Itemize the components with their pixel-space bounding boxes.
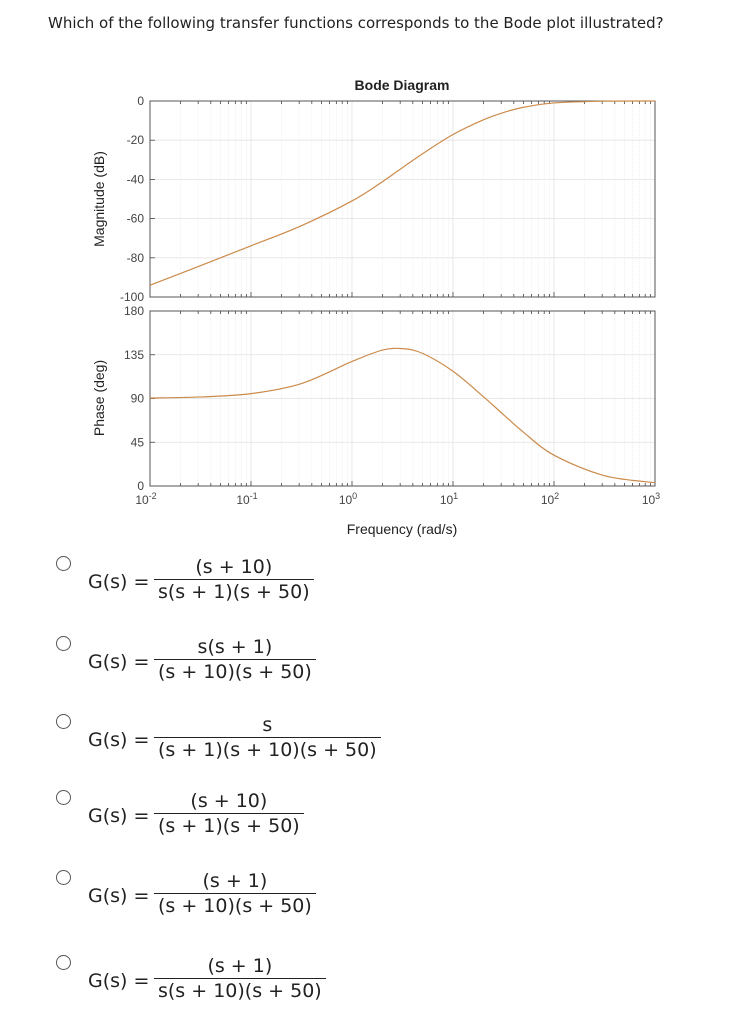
magnitude-curve: [149, 100, 656, 286]
transfer-function-label: G(s) =: [88, 970, 150, 992]
magnitude-axis-label: Magnitude (dB): [91, 151, 107, 247]
tick-base: 10: [541, 493, 555, 507]
y-tick-label: 45: [131, 435, 145, 449]
y-tick-label: -60: [127, 212, 145, 226]
numerator: (s + 1): [202, 870, 268, 892]
tick-base: 10: [642, 493, 656, 507]
x-tick-label: 103: [642, 491, 660, 507]
chart-title: Bode Diagram: [355, 77, 450, 93]
numerator: (s + 10): [195, 556, 273, 578]
tick-exponent: 2: [554, 491, 559, 501]
transfer-function-label: G(s) =: [88, 729, 150, 751]
radio-button[interactable]: [56, 790, 71, 805]
tick-base: 10: [135, 493, 149, 507]
numerator: s(s + 1): [197, 636, 273, 658]
y-tick-label: -100: [120, 290, 144, 304]
y-tick-label: 135: [124, 348, 144, 362]
x-tick-label: 10-1: [236, 491, 257, 507]
x-tick-label: 100: [339, 491, 357, 507]
radio-button[interactable]: [56, 714, 71, 729]
transfer-function-label: G(s) =: [88, 651, 150, 673]
x-tick-label: 10-2: [135, 491, 156, 507]
transfer-function-fraction: s(s + 1)(s + 10)(s + 50): [154, 635, 316, 684]
tick-base: 10: [339, 493, 353, 507]
x-tick-label: 102: [541, 491, 559, 507]
numerator: (s + 1): [207, 955, 273, 977]
numerator: s: [262, 714, 273, 736]
phase-curve: [149, 347, 656, 484]
plot-area: [150, 101, 655, 297]
answer-option[interactable]: G(s) = (s + 1) s(s + 10)(s + 50): [0, 0, 737, 1002]
answer-option[interactable]: G(s) = (s + 10) s(s + 1)(s + 50): [0, 0, 737, 603]
tick-exponent: 3: [655, 491, 660, 501]
transfer-function-fraction: (s + 1) (s + 10)(s + 50): [154, 869, 316, 918]
answer-option[interactable]: G(s) =s(s + 1)(s + 10)(s + 50): [0, 0, 737, 683]
denominator: (s + 1)(s + 50): [154, 813, 304, 838]
bode-plot: Bode Diagram Frequency (rad/s) Magnitude…: [91, 77, 660, 537]
y-tick-label: -80: [127, 251, 145, 265]
y-tick-label: 90: [131, 392, 145, 406]
radio-button[interactable]: [56, 556, 71, 571]
y-tick-label: -20: [127, 133, 145, 147]
tick-base: 10: [440, 493, 454, 507]
x-axis-label: Frequency (rad/s): [347, 521, 457, 537]
denominator: s(s + 10)(s + 50): [154, 978, 326, 1003]
axes-box: [149, 100, 656, 298]
denominator: (s + 1)(s + 10)(s + 50): [154, 737, 381, 762]
transfer-function-label: G(s) =: [88, 885, 150, 907]
transfer-function-fraction: s(s + 1)(s + 10)(s + 50): [154, 713, 381, 762]
tick-exponent: 1: [453, 491, 458, 501]
answer-option[interactable]: G(s) = (s + 1) (s + 10)(s + 50): [0, 0, 737, 917]
y-tick-label: 0: [137, 479, 144, 493]
numerator: (s + 10): [190, 790, 268, 812]
transfer-function-label: G(s) =: [88, 805, 150, 827]
x-tick-label: 101: [440, 491, 458, 507]
radio-button[interactable]: [56, 636, 71, 651]
denominator: (s + 10)(s + 50): [154, 659, 316, 684]
denominator: (s + 10)(s + 50): [154, 893, 316, 918]
question-text: Which of the following transfer function…: [48, 14, 664, 32]
tick-exponent: -2: [149, 491, 157, 501]
tick-exponent: -1: [250, 491, 258, 501]
transfer-function-fraction: (s + 10) s(s + 1)(s + 50): [154, 555, 314, 604]
tick-base: 10: [236, 493, 250, 507]
transfer-function-fraction: (s + 10) (s + 1)(s + 50): [154, 789, 304, 838]
axes-box: [149, 310, 656, 487]
tick-exponent: 0: [352, 491, 357, 501]
y-tick-label: 0: [137, 94, 144, 108]
radio-button[interactable]: [56, 870, 71, 885]
answer-option[interactable]: G(s) =s(s + 1)(s + 10)(s + 50): [0, 0, 737, 761]
radio-button[interactable]: [56, 955, 71, 970]
denominator: s(s + 1)(s + 50): [154, 579, 314, 604]
transfer-function-fraction: (s + 1) s(s + 10)(s + 50): [154, 954, 326, 1003]
phase-axis-label: Phase (deg): [91, 360, 107, 436]
answer-option[interactable]: G(s) = (s + 10) (s + 1)(s + 50): [0, 0, 737, 837]
y-tick-label: 180: [124, 304, 144, 318]
transfer-function-label: G(s) =: [88, 571, 150, 593]
y-tick-label: -40: [127, 172, 145, 186]
